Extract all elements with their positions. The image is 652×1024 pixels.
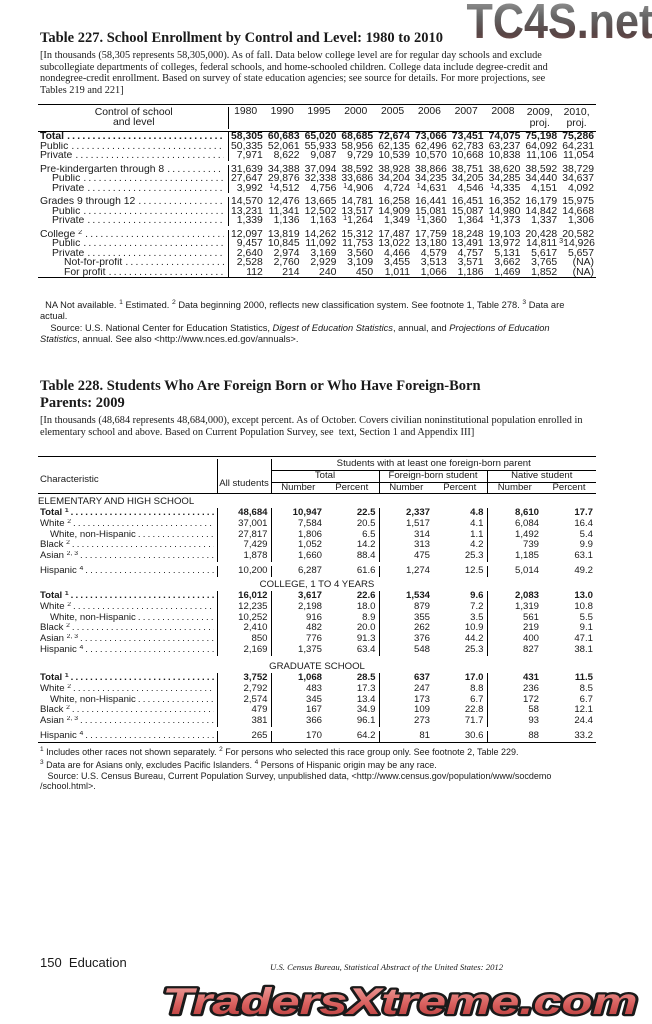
svg-text:TradersXtreme.com: TradersXtreme.com <box>163 982 638 1022</box>
